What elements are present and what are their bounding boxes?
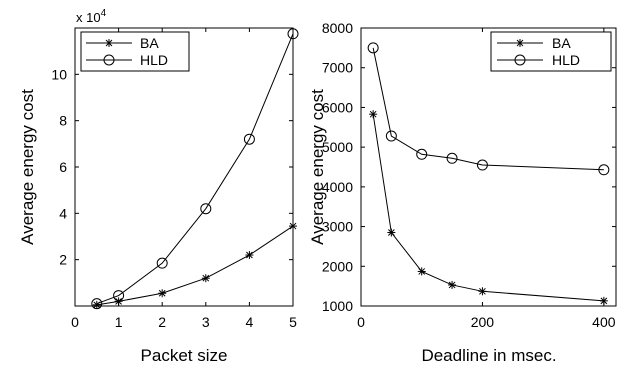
data-point-ba [599,296,608,305]
y-tick-label: 3000 [322,219,353,235]
legend: BA HLD [80,31,190,72]
x-tick-label: 400 [592,314,616,330]
legend: BA HLD [490,31,612,72]
legend-marker-symbol [105,39,113,47]
plot-frame [360,27,617,307]
data-point-hld [385,130,397,142]
data-point-hld [243,133,255,145]
legend-marker-hld [103,54,115,66]
data-point-ba [114,297,123,306]
plot-frame [74,27,294,307]
y-multiplier: x 104 [76,8,107,25]
series-line-hld [372,47,604,171]
legend-marker-hld [514,54,526,66]
legend-box [490,31,612,72]
y-tick-label: 5000 [322,139,353,155]
x-tick-label: 3 [202,314,210,330]
x-tick-label: 5 [289,314,297,330]
legend-label-hld: HLD [552,52,580,68]
x-axis-label: Packet size [141,346,228,365]
x-axis-label: Deadline in msec. [421,346,556,365]
data-point-hld [287,28,299,40]
data-point-hld [91,298,103,310]
y-tick-label: 10 [51,66,67,82]
data-point-ba [201,274,210,283]
series-layer [91,28,299,310]
y-axis-label: Average energy cost [308,89,327,245]
ticks: 0 1 2 3 4 5 2 4 6 8 10 [51,28,297,330]
y-tick-label: 2000 [322,258,353,274]
legend-marker-ba [516,39,524,47]
data-point-ba [387,228,396,237]
series-line-ba [372,114,604,302]
data-point-hld [156,257,168,269]
chart-packet-size: 0 1 2 3 4 5 2 4 6 8 10 x 104 Average energy cost P… [18,8,299,365]
y-tick-label: 7000 [322,60,353,76]
data-point-ba [158,289,167,298]
data-point-ba [289,222,297,231]
legend-marker-ba [105,39,113,47]
data-point-ba [369,110,378,119]
data-point-hld [476,159,488,171]
data-point-hld [416,148,428,160]
x-tick-label: 1 [115,314,123,330]
data-point-hld [200,203,212,215]
series-line-ba [96,225,294,306]
y-axis-label: Average energy cost [18,89,37,245]
legend-box [80,31,190,72]
y-tick-label: 4000 [322,179,353,195]
y-tick-label: 8000 [322,20,353,36]
y-tick-label: 8 [59,113,67,129]
y-tick-label: 1000 [322,298,353,314]
legend-label-ba: BA [552,35,571,51]
ticks: 0 200 400 1000 2000 3000 4000 5000 6000 7000 8000 [322,20,616,330]
data-point-ba [448,280,457,289]
data-point-ba [417,267,426,276]
legend-marker-symbol [103,54,115,66]
series-layer [367,42,610,305]
data-point-hld [367,42,379,54]
data-point-ba [245,251,254,260]
x-tick-label: 200 [471,314,495,330]
data-point-ba [478,287,487,296]
y-tick-label: 6000 [322,99,353,115]
x-tick-label: 4 [246,314,254,330]
y-tick-label: 4 [59,205,67,221]
x-tick-label: 0 [357,314,365,330]
legend-label-ba: BA [140,35,159,51]
x-tick-label: 0 [71,314,79,330]
x-tick-label: 2 [158,314,166,330]
legend-marker-symbol [514,54,526,66]
chart-deadline: 0 200 40010002000300040005000600070008000 … [308,20,617,365]
y-tick-label: 6 [59,159,67,175]
legend-marker-symbol [516,39,524,47]
data-point-hld [598,164,610,176]
data-point-hld [113,290,125,302]
data-point-hld [446,152,458,164]
series-line-hld [96,33,294,305]
legend-label-hld: HLD [140,52,168,68]
y-tick-label: 2 [59,252,67,268]
